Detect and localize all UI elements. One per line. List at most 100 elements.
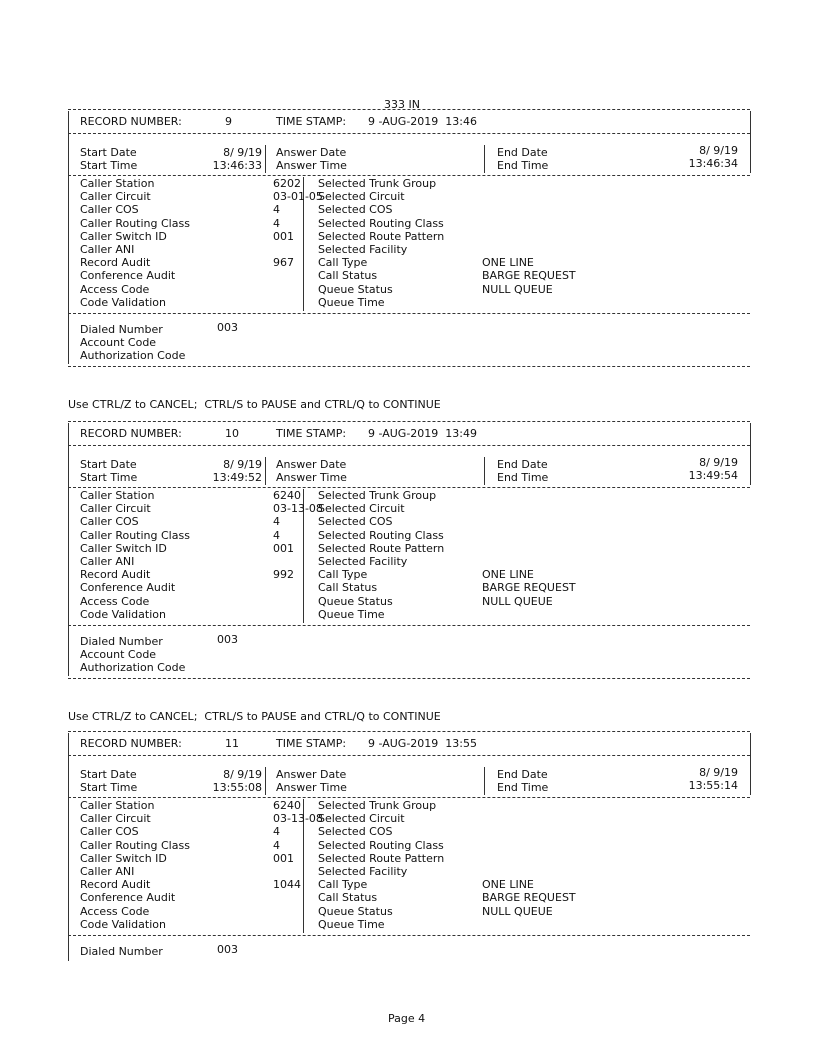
field-label: Queue Time — [318, 917, 385, 931]
field-value: 001 — [273, 851, 294, 865]
time-stamp-label: TIME STAMP: — [276, 115, 347, 128]
column-separator — [303, 177, 304, 311]
dialed-number-label: Dialed Number — [80, 323, 163, 336]
field-label: Selected Routing Class — [318, 216, 444, 230]
right-border — [750, 733, 751, 795]
dialed-number: 003 — [217, 321, 238, 334]
start-date-label: Start Date — [80, 458, 137, 471]
field-label: Caller ANI — [80, 243, 135, 256]
divider — [68, 175, 750, 176]
divider — [68, 487, 750, 488]
divider — [68, 755, 750, 756]
field-value: 4 — [273, 528, 280, 542]
field-value: 4 — [273, 825, 280, 839]
divider — [68, 133, 750, 134]
column-separator — [265, 767, 266, 795]
field-label: Caller Switch ID — [80, 851, 167, 865]
field-label: Caller COS — [80, 515, 139, 529]
field-label: Access Code — [80, 904, 150, 918]
start-date: 8/ 9/19 — [223, 768, 262, 781]
field-label: Caller Switch ID — [80, 229, 167, 243]
end-time: 13:49:54 — [688, 469, 738, 482]
account-code-label: Account Code — [80, 648, 157, 661]
end-time-label: End Time — [497, 781, 549, 794]
field-value: 6202 — [273, 177, 301, 190]
left-border — [68, 733, 69, 961]
column-separator — [303, 799, 304, 933]
field-label: Queue Time — [318, 607, 385, 621]
field-label: Queue Status — [318, 282, 393, 296]
time-stamp: 9 -AUG-2019 13:55 — [368, 737, 477, 750]
field-label: Access Code — [80, 282, 150, 296]
field-label: Caller ANI — [80, 555, 135, 568]
dialed-number: 003 — [217, 633, 238, 646]
field-label: Caller Station — [80, 799, 155, 812]
start-time: 13:49:52 — [212, 471, 262, 484]
field-label: Selected Route Pattern — [318, 541, 445, 555]
field-value: NULL QUEUE — [482, 904, 553, 918]
field-value: 03-01-05 — [273, 190, 323, 204]
time-stamp: 9 -AUG-2019 13:49 — [368, 427, 477, 440]
divider — [68, 797, 750, 798]
divider — [68, 678, 750, 679]
field-label: Call Type — [318, 256, 368, 270]
field-label: Caller Switch ID — [80, 541, 167, 555]
field-label: Caller Routing Class — [80, 216, 190, 230]
field-label: Caller Circuit — [80, 812, 151, 826]
field-label: Caller Circuit — [80, 502, 151, 516]
field-label: Selected Circuit — [318, 812, 405, 826]
field-value: ONE LINE — [482, 568, 534, 582]
field-value: ONE LINE — [482, 256, 534, 270]
field-value: BARGE REQUEST — [482, 269, 576, 283]
column-separator — [303, 489, 304, 623]
end-date-label: End Date — [497, 146, 548, 159]
field-value: BARGE REQUEST — [482, 581, 576, 595]
field-value: 967 — [273, 256, 294, 270]
start-time-label: Start Time — [80, 781, 138, 794]
field-label: Conference Audit — [80, 891, 176, 905]
time-stamp-label: TIME STAMP: — [276, 427, 347, 440]
end-time-label: End Time — [497, 159, 549, 172]
start-time-label: Start Time — [80, 471, 138, 484]
answer-date-label: Answer Date — [276, 458, 347, 471]
left-border — [68, 423, 69, 676]
account-code-label: Account Code — [80, 336, 157, 349]
start-time: 13:46:33 — [212, 159, 262, 172]
keyboard-instructions: Use CTRL/Z to CANCEL; CTRL/S to PAUSE an… — [68, 710, 441, 723]
field-label: Queue Status — [318, 594, 393, 608]
field-label: Conference Audit — [80, 269, 176, 283]
answer-time-label: Answer Time — [276, 159, 347, 172]
field-label: Selected Trunk Group — [318, 489, 437, 502]
divider — [68, 731, 750, 732]
field-label: Record Audit — [80, 878, 151, 892]
field-value: 03-13-08 — [273, 502, 323, 516]
field-label: Code Validation — [80, 295, 166, 309]
field-value: 4 — [273, 203, 280, 217]
field-label: Selected Trunk Group — [318, 799, 437, 812]
divider — [68, 935, 750, 936]
field-label: Selected Routing Class — [318, 838, 444, 852]
field-value: NULL QUEUE — [482, 282, 553, 296]
field-value: 1044 — [273, 878, 301, 892]
field-label: Selected Route Pattern — [318, 851, 445, 865]
divider — [68, 366, 750, 367]
field-value: 4 — [273, 515, 280, 529]
record-number: 11 — [225, 737, 239, 750]
field-value: 001 — [273, 229, 294, 243]
end-date: 8/ 9/19 — [699, 456, 738, 469]
dialed-number-label: Dialed Number — [80, 945, 163, 958]
field-label: Selected COS — [318, 203, 393, 217]
divider — [68, 421, 750, 422]
end-time-label: End Time — [497, 471, 549, 484]
start-time: 13:55:08 — [212, 781, 262, 794]
field-label: Record Audit — [80, 256, 151, 270]
field-label: Caller Routing Class — [80, 838, 190, 852]
field-value: BARGE REQUEST — [482, 891, 576, 905]
record-number-label: RECORD NUMBER: — [80, 737, 182, 750]
field-label: Call Status — [318, 891, 378, 905]
right-border — [750, 423, 751, 485]
field-label: Selected COS — [318, 825, 393, 839]
field-label: Call Status — [318, 581, 378, 595]
field-label: Call Type — [318, 568, 368, 582]
authorization-code-label: Authorization Code — [80, 661, 186, 674]
